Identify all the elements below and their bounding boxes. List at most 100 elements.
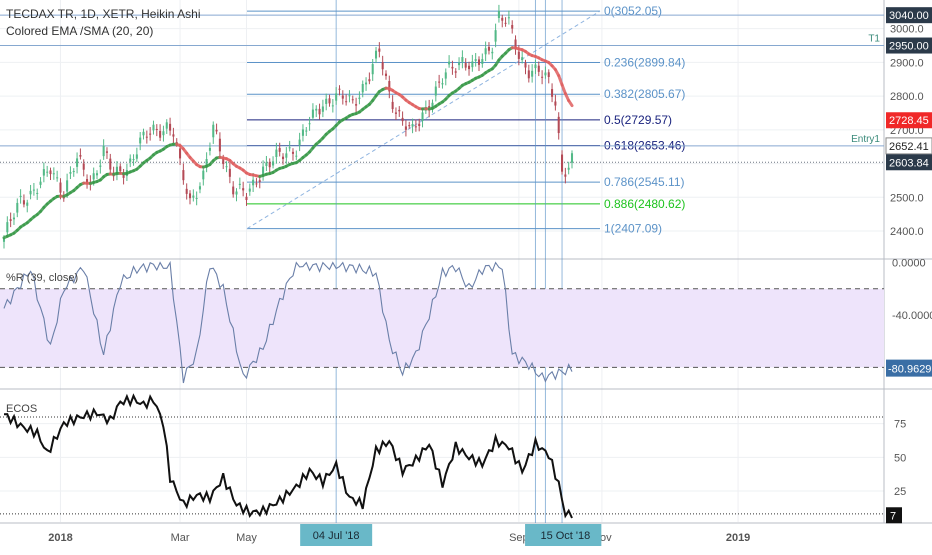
candle-67: [226, 161, 228, 172]
candle-body-58: [196, 198, 198, 199]
candle-74: [249, 184, 251, 196]
candle-body-53: [179, 149, 181, 159]
candle-body-63: [212, 125, 214, 138]
candle-body-93: [312, 110, 314, 118]
candle-body-8: [30, 191, 32, 194]
candle-body-15: [53, 173, 55, 174]
indicator-line[interactable]: Colored EMA /SMA (20, 20): [6, 23, 201, 40]
candle-144: [481, 54, 483, 68]
ema-segment-171: [569, 101, 572, 106]
candle-body-150: [501, 18, 503, 21]
candle-44: [149, 127, 151, 141]
candle-body-31: [106, 151, 108, 152]
candle-168: [561, 150, 563, 174]
candle-body-161: [538, 66, 540, 72]
candle-72: [242, 182, 244, 197]
candle-body-16: [56, 177, 58, 178]
candle-89: [299, 133, 301, 151]
candle-body-143: [478, 59, 480, 64]
candle-body-72: [242, 188, 244, 190]
candle-54: [182, 163, 184, 184]
candle-48: [162, 126, 164, 142]
level-label-0: T1: [868, 34, 880, 45]
candle-body-121: [405, 126, 407, 129]
price-tag-text-4: 2603.84: [889, 157, 929, 169]
candle-57: [192, 189, 194, 201]
candle-body-87: [292, 152, 294, 154]
candle-108: [362, 81, 364, 98]
candle-4: [16, 198, 18, 217]
candle-body-75: [252, 180, 254, 186]
candle-body-136: [455, 71, 457, 72]
candle-body-77: [259, 180, 261, 182]
time-label-3: May: [236, 532, 257, 544]
price-tag-text-3: 2652.41: [889, 141, 929, 153]
time-label-6: 2019: [726, 532, 750, 544]
candle-body-160: [534, 65, 536, 69]
candle-147: [491, 48, 493, 60]
candle-body-103: [345, 101, 347, 102]
ema-line: [4, 48, 572, 238]
ecos-tick-2: 25: [894, 486, 906, 498]
candle-body-5: [20, 196, 22, 197]
symbol-line[interactable]: TECDAX TR, 1D, XETR, Heikin Ashi: [6, 6, 201, 23]
candle-95: [319, 104, 321, 120]
ecos-tick-0: 75: [894, 419, 906, 431]
price-tag-1: 2950.00: [886, 38, 932, 54]
candle-143: [478, 56, 480, 71]
candle-136: [455, 68, 457, 78]
candle-body-164: [548, 72, 550, 77]
candle-58: [196, 191, 198, 205]
candle-164: [548, 69, 550, 83]
candle-93: [312, 103, 314, 120]
candle-12: [43, 162, 45, 182]
candle-body-39: [133, 159, 135, 160]
candle-50: [169, 118, 171, 136]
candle-body-38: [129, 159, 131, 162]
wr-tick-1: -40.0000: [892, 310, 932, 322]
candle-body-130: [435, 87, 437, 96]
ecos-value-text: 7: [890, 510, 896, 522]
candle-body-79: [265, 162, 267, 166]
candle-body-62: [209, 148, 211, 151]
candle-11: [40, 177, 42, 188]
candle-163: [544, 67, 546, 79]
candle-body-24: [83, 164, 85, 170]
candle-96: [322, 100, 324, 117]
candle-60: [202, 166, 204, 186]
candle-88: [295, 150, 297, 159]
price-tag-text-0: 3040.00: [889, 10, 929, 22]
fib-label-7: 1(2407.09): [604, 222, 662, 236]
date-badge-text-0: 04 Jul '18: [313, 530, 360, 542]
candle-32: [109, 154, 111, 175]
candle-40: [136, 148, 138, 162]
candle-body-151: [505, 23, 507, 24]
candle-47: [159, 124, 161, 141]
candle-153: [511, 20, 513, 33]
candle-80: [269, 158, 271, 173]
candle-body-35: [119, 166, 121, 171]
candle-23: [79, 148, 81, 159]
candle-body-85: [285, 153, 287, 157]
candle-22: [76, 152, 78, 173]
candle-body-36: [123, 175, 125, 178]
candle-body-23: [79, 155, 81, 157]
candle-body-41: [139, 138, 141, 144]
candle-134: [448, 55, 450, 68]
candle-body-132: [441, 83, 443, 84]
candle-body-163: [544, 73, 546, 76]
candle-76: [255, 178, 257, 187]
candle-118: [395, 107, 397, 120]
candle-body-123: [412, 124, 414, 127]
candle-body-109: [365, 83, 367, 85]
candle-body-84: [282, 157, 284, 159]
candle-body-40: [136, 154, 138, 158]
candle-body-147: [491, 52, 493, 53]
candle-146: [488, 42, 490, 54]
candle-body-90: [302, 129, 304, 135]
candle-169: [564, 168, 566, 184]
wr-value-text: -80.9629: [888, 364, 931, 376]
candle-159: [531, 64, 533, 82]
